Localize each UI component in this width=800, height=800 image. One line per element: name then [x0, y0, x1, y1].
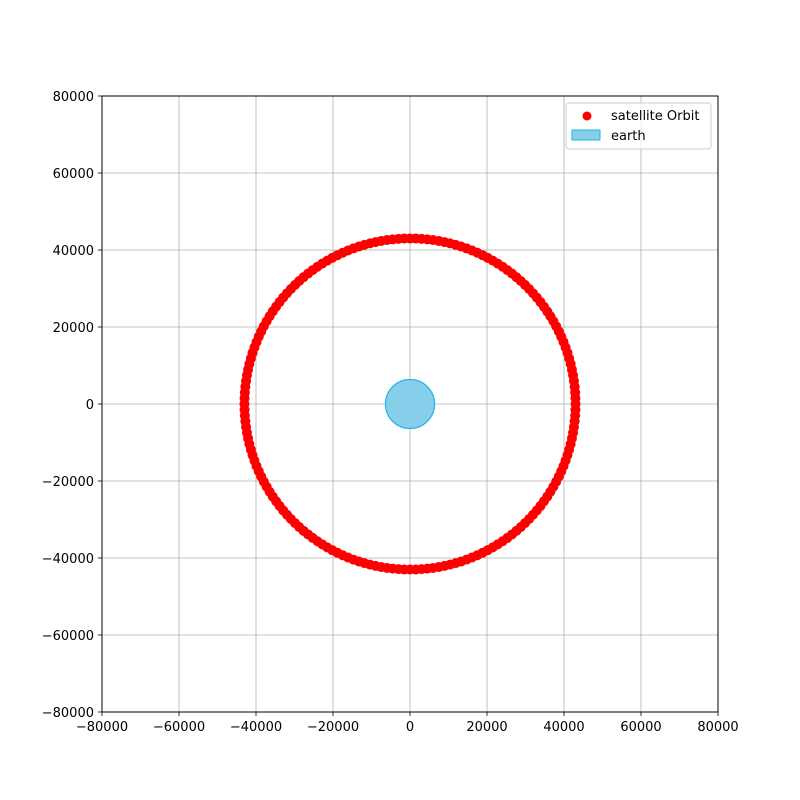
- x-tick-label: 0: [406, 720, 414, 735]
- x-tick-label: 40000: [543, 720, 584, 735]
- legend: satellite Orbit earth: [565, 102, 712, 150]
- orbit-point: [570, 404, 581, 415]
- ticks: −80000 −60000 −40000 −20000 0 20000 40000 60000…: [42, 90, 739, 735]
- y-tick-label: −40000: [42, 552, 94, 567]
- x-tick-label: −60000: [153, 720, 205, 735]
- x-tick-label: 20000: [466, 720, 507, 735]
- legend-box: [565, 102, 712, 150]
- x-tick-label: 60000: [620, 720, 661, 735]
- legend-label-earth: earth: [611, 129, 646, 144]
- plot-data: [239, 233, 581, 575]
- y-tick-label: 80000: [53, 90, 94, 105]
- x-tick-label: −40000: [230, 720, 282, 735]
- y-tick-label: 60000: [53, 167, 94, 182]
- y-tick-label: 0: [86, 398, 94, 413]
- y-tick-label: −20000: [42, 475, 94, 490]
- y-tick-label: 40000: [53, 244, 94, 259]
- legend-marker-earth: [571, 129, 601, 141]
- y-tick-label: 20000: [53, 321, 94, 336]
- legend-label-orbit: satellite Orbit: [611, 109, 699, 124]
- y-tick-label: −60000: [42, 629, 94, 644]
- x-tick-label: 80000: [697, 720, 738, 735]
- x-tick-label: −20000: [307, 720, 359, 735]
- legend-marker-orbit: [582, 111, 592, 121]
- x-tick-label: −80000: [76, 720, 128, 735]
- y-tick-label: −80000: [42, 706, 94, 721]
- earth-circle: [384, 378, 436, 430]
